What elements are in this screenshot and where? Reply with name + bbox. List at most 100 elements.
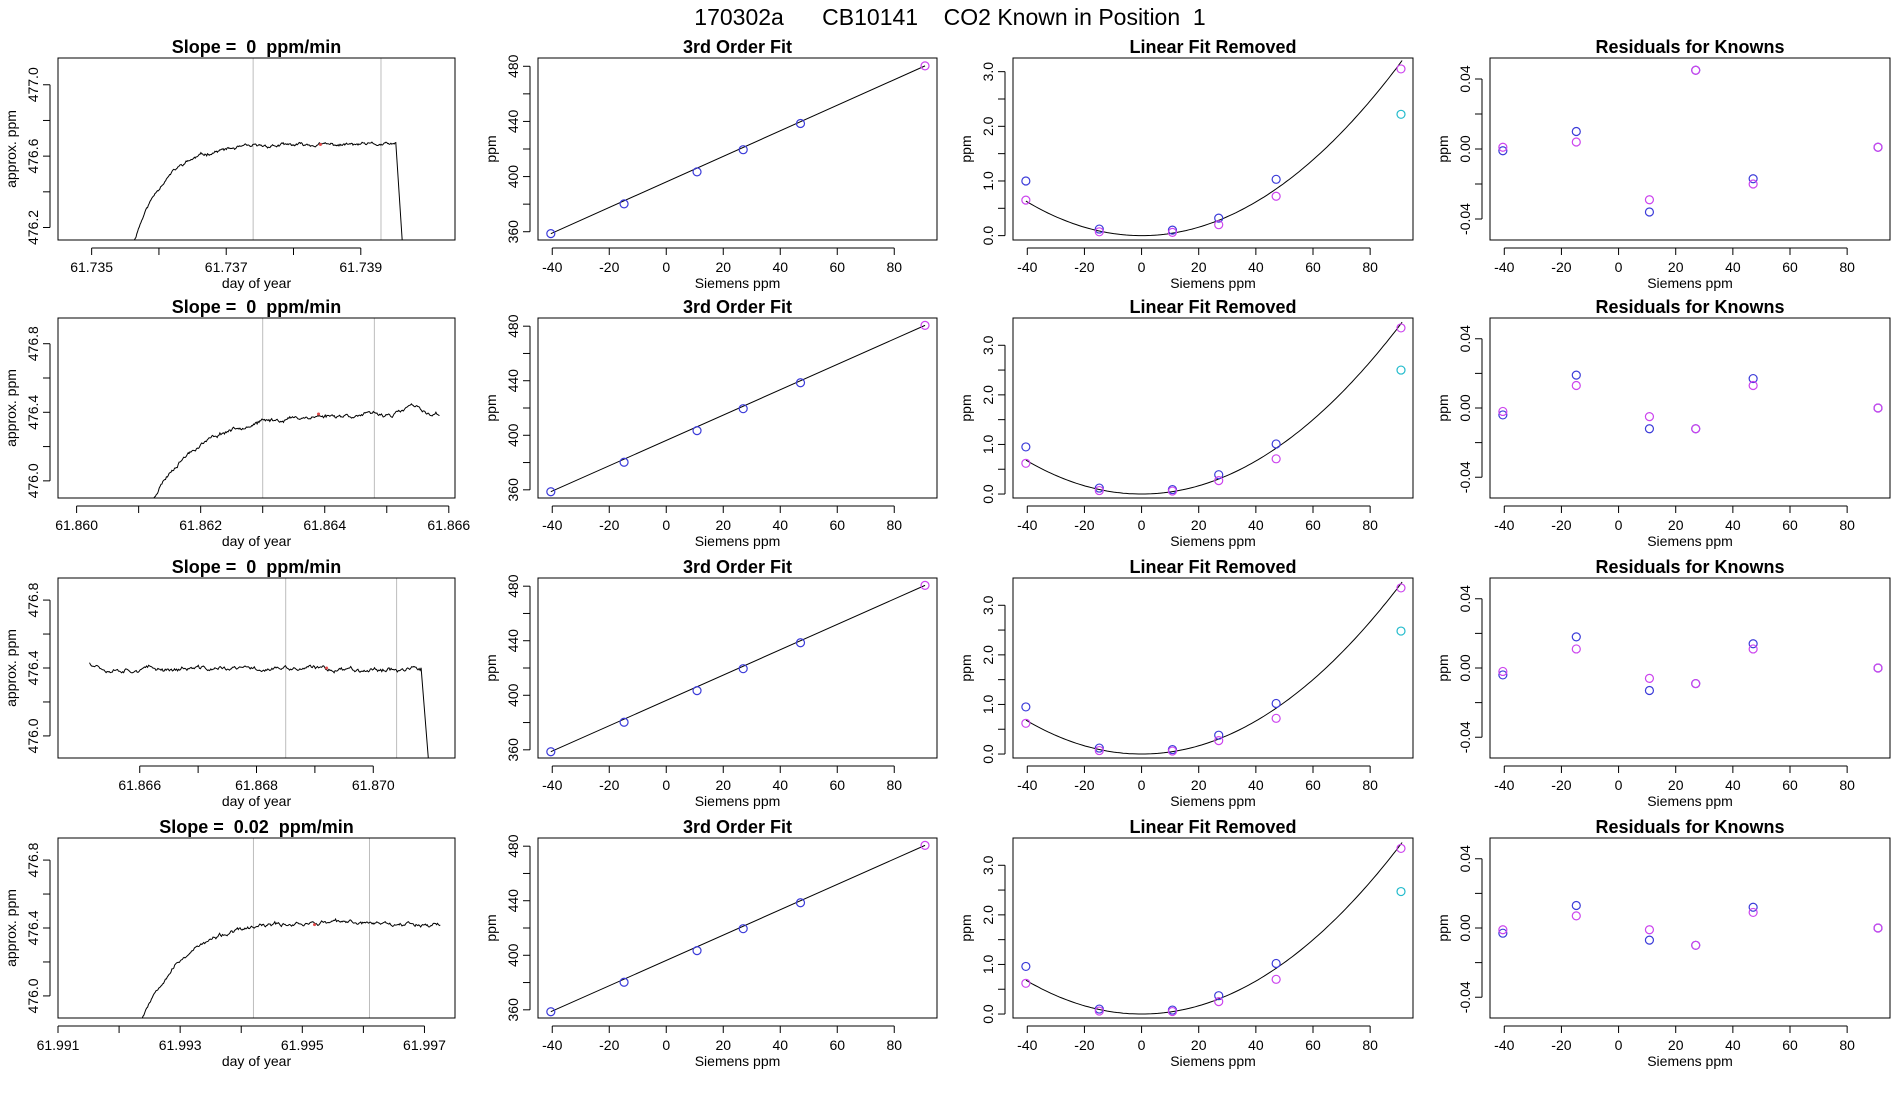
- x-tick-label: 61.866: [427, 517, 470, 533]
- data-point: [1214, 470, 1224, 480]
- x-tick-label: 40: [772, 777, 788, 793]
- chart-panel-r4-c4: Residuals for Knowns -40 -20 0 20 40 60 80 -0.04…: [1435, 817, 1891, 1069]
- trace-marker: [318, 143, 322, 147]
- x-tick-label: -20: [599, 777, 619, 793]
- x-tick-label: 0: [1615, 517, 1623, 533]
- x-tick-label: 20: [1668, 1037, 1684, 1053]
- data-point: [1396, 109, 1406, 119]
- x-tick-label: -20: [1551, 1037, 1571, 1053]
- data-point: [1021, 442, 1031, 452]
- data-point: [738, 404, 748, 414]
- chart-panel-r2-c4: Residuals for Knowns -40 -20 0 20 40 60 80 -0.04…: [1435, 297, 1891, 549]
- data-point: [546, 747, 556, 757]
- data-point: [546, 229, 556, 239]
- fit-curve: [1025, 581, 1403, 755]
- chart-panel-r2-c3: Linear Fit Removed -40 -20 0 20 40 60 80 0.0 1.0 2…: [958, 297, 1414, 549]
- y-tick-label: 0.00: [1457, 394, 1473, 421]
- plot-area: [1021, 321, 1406, 496]
- x-tick-label: 60: [1305, 517, 1321, 533]
- x-tick-label: -20: [1074, 259, 1094, 275]
- data-point: [1214, 213, 1224, 223]
- data-point: [1748, 907, 1758, 918]
- x-tick-label: -40: [542, 777, 562, 793]
- x-tick-label: -40: [542, 259, 562, 275]
- chart-title: Slope = 0.02 ppm/min: [159, 817, 354, 837]
- data-point: [546, 1007, 556, 1017]
- y-tick-label: 440: [505, 369, 521, 393]
- y-tick-label: 0.0: [980, 744, 996, 764]
- y-tick-label: 476.0: [25, 978, 41, 1013]
- data-point: [1396, 365, 1406, 375]
- y-tick-label: 0.0: [980, 1004, 996, 1024]
- y-tick-label: 476.4: [25, 910, 41, 945]
- data-point: [1021, 978, 1031, 988]
- x-tick-label: -40: [1494, 777, 1514, 793]
- data-point: [1644, 935, 1655, 945]
- plot-frame: [57, 57, 456, 241]
- x-tick-label: 60: [1782, 259, 1798, 275]
- y-axis-label: ppm: [958, 914, 974, 941]
- x-tick-label: 61.864: [303, 517, 346, 533]
- chart-title: 3rd Order Fit: [683, 817, 792, 837]
- plot-area: [1498, 632, 1883, 696]
- data-point: [1748, 380, 1758, 391]
- y-tick-label: 476.4: [25, 395, 41, 430]
- data-point: [1571, 644, 1581, 654]
- data-point: [1094, 1006, 1104, 1016]
- data-point: [1691, 65, 1701, 75]
- data-point: [1498, 146, 1508, 156]
- plot-area: [141, 838, 441, 1018]
- x-tick-label: 80: [1362, 777, 1378, 793]
- y-tick-label: 3.0: [980, 62, 996, 82]
- x-tick-label: 60: [1782, 777, 1798, 793]
- x-tick-label: 0: [1615, 777, 1623, 793]
- data-point: [1748, 902, 1758, 912]
- x-axis-label: day of year: [222, 533, 292, 549]
- plot-frame: [57, 577, 456, 759]
- chart-panel-r3-c2: 3rd Order Fit -40 -20 0 20 40 60 80 360 400 440 480…: [483, 557, 938, 809]
- x-tick-label: 80: [886, 517, 902, 533]
- fit-line: [550, 65, 926, 235]
- y-tick-label: 476.6: [25, 138, 41, 173]
- data-point: [1396, 323, 1406, 333]
- x-tick-label: 0: [662, 517, 670, 533]
- x-axis-label: Siemens ppm: [695, 793, 781, 809]
- x-tick-label: 61.993: [159, 1037, 202, 1053]
- x-tick-label: 61.735: [70, 259, 113, 275]
- data-point: [1094, 483, 1104, 493]
- data-point: [1167, 227, 1178, 237]
- x-tick-label: 0: [1615, 1037, 1623, 1053]
- x-tick-label: 80: [1839, 259, 1855, 275]
- trace-marker: [325, 666, 329, 670]
- data-point: [619, 457, 629, 467]
- x-tick-label: 20: [715, 259, 731, 275]
- x-tick-label: 61.991: [37, 1037, 80, 1053]
- data-point: [1271, 454, 1281, 464]
- fit-curve: [1025, 60, 1403, 237]
- y-tick-label: 476.0: [25, 463, 41, 498]
- data-point: [619, 977, 629, 987]
- data-point: [1748, 174, 1758, 184]
- data-point: [1873, 923, 1883, 933]
- data-point: [1021, 961, 1031, 972]
- x-tick-label: 80: [886, 1037, 902, 1053]
- x-tick-label: 20: [715, 1037, 731, 1053]
- x-tick-label: 40: [1248, 777, 1264, 793]
- x-tick-label: 61.739: [339, 259, 382, 275]
- chart-panel-r4-c3: Linear Fit Removed -40 -20 0 20 40 60 80 0.0 1.0 2…: [958, 817, 1414, 1069]
- y-axis-label: approx. ppm: [3, 110, 19, 188]
- chart-panel-r1-c1: Slope = 0 ppm/min 61.735 61.737 61.739 476.2…: [3, 37, 456, 291]
- x-tick-label: 20: [1191, 517, 1207, 533]
- x-tick-label: 80: [886, 259, 902, 275]
- x-tick-label: -40: [1017, 1037, 1037, 1053]
- y-tick-label: 3.0: [980, 335, 996, 355]
- trace-line: [141, 917, 441, 1018]
- y-axis-label: ppm: [958, 135, 974, 162]
- fit-line: [550, 584, 926, 753]
- x-tick-label: 20: [1668, 777, 1684, 793]
- x-tick-label: -20: [599, 1037, 619, 1053]
- data-point: [1271, 698, 1281, 709]
- y-tick-label: 480: [505, 834, 521, 858]
- chart-title: Residuals for Knowns: [1595, 557, 1784, 577]
